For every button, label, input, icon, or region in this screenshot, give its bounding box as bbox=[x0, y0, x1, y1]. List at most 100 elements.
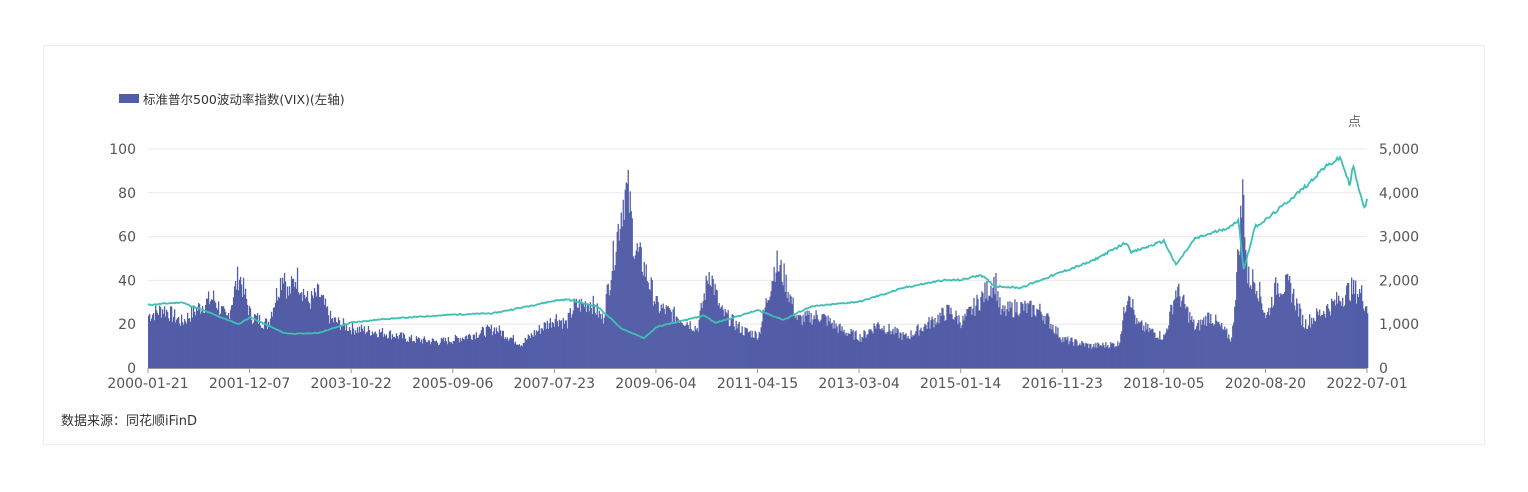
vix-bar bbox=[331, 318, 334, 368]
vix-bar bbox=[236, 266, 239, 368]
vix-bar bbox=[1050, 323, 1052, 368]
vix-bar bbox=[599, 313, 601, 368]
vix-bar bbox=[1073, 345, 1075, 368]
vix-bar bbox=[1177, 286, 1179, 368]
vix-bar bbox=[1012, 317, 1014, 368]
vix-bar bbox=[456, 337, 459, 368]
vix-bar bbox=[719, 308, 721, 368]
vix-bar bbox=[279, 278, 282, 368]
vix-bar bbox=[156, 313, 159, 368]
vix-bar bbox=[183, 319, 186, 368]
vix-bar bbox=[806, 310, 808, 368]
vix-bar bbox=[171, 321, 174, 368]
vix-bar bbox=[445, 341, 448, 368]
vix-bar bbox=[1319, 309, 1321, 368]
vix-bar bbox=[1061, 342, 1063, 368]
vix-bar bbox=[645, 264, 647, 368]
vix-bar bbox=[529, 337, 531, 368]
vix-bar bbox=[829, 317, 831, 368]
vix-bar bbox=[748, 332, 750, 368]
vix-bar bbox=[358, 326, 361, 368]
vix-bar bbox=[1009, 301, 1011, 368]
vix-bar bbox=[524, 337, 526, 368]
vix-bar bbox=[1185, 308, 1187, 368]
vix-bar bbox=[604, 315, 606, 368]
data-source-note: 数据来源：同花顺iFinD bbox=[61, 414, 198, 429]
legend-swatch-vix bbox=[119, 93, 139, 103]
vix-bar bbox=[1233, 322, 1235, 368]
vix-bar bbox=[1053, 332, 1055, 368]
vix-bar bbox=[761, 321, 763, 368]
vix-bar bbox=[1087, 343, 1089, 368]
vix-bar bbox=[566, 328, 568, 368]
vix-bar bbox=[1333, 301, 1335, 368]
vix-bar bbox=[269, 318, 272, 368]
vix-bar bbox=[476, 337, 479, 368]
vix-bar bbox=[695, 329, 697, 368]
vix-bar bbox=[1089, 343, 1091, 368]
vix-bar bbox=[298, 294, 301, 368]
vix-bar bbox=[788, 302, 790, 368]
vix-bar bbox=[996, 300, 998, 368]
vix-bar bbox=[325, 307, 328, 368]
vix-bar bbox=[646, 280, 648, 368]
vix-bar bbox=[300, 292, 303, 368]
legend[interactable]: 标准普尔500波动率指数(VIX)(左轴) bbox=[119, 90, 345, 107]
vix-bar bbox=[654, 303, 656, 368]
vix-bar bbox=[273, 307, 276, 368]
vix-bar bbox=[662, 303, 664, 368]
vix-bar bbox=[634, 255, 636, 368]
vix-bar bbox=[1321, 315, 1323, 368]
vix-bar bbox=[559, 321, 561, 368]
vix-bar bbox=[328, 323, 331, 368]
vix-bar bbox=[867, 334, 869, 368]
vix-bar bbox=[798, 315, 800, 368]
vix-bar bbox=[783, 263, 785, 368]
vix-bar bbox=[1135, 324, 1137, 368]
vix-bar bbox=[889, 330, 891, 368]
vix-bar bbox=[703, 293, 705, 368]
vix-bar bbox=[1297, 303, 1299, 368]
vix-bar bbox=[258, 314, 261, 368]
vix-bar bbox=[1130, 306, 1132, 368]
vix-bar bbox=[1127, 301, 1129, 368]
vix-bar bbox=[1182, 296, 1184, 368]
vix-bar bbox=[199, 313, 202, 368]
vix-bar bbox=[906, 338, 908, 368]
vix-bar bbox=[408, 336, 411, 368]
vix-bar bbox=[701, 308, 703, 368]
vix-bar bbox=[731, 314, 733, 368]
vix-bar bbox=[1258, 301, 1260, 368]
vix-bar bbox=[978, 310, 980, 368]
vix-bar bbox=[299, 293, 302, 368]
vix-bar bbox=[1140, 321, 1142, 368]
vix-bar bbox=[336, 323, 339, 368]
vix-bar bbox=[1238, 251, 1240, 368]
vix-bar bbox=[538, 325, 540, 368]
vix-bar bbox=[532, 336, 534, 368]
vix-bar bbox=[520, 345, 522, 368]
vix-bar bbox=[190, 306, 193, 368]
vix-bar bbox=[399, 332, 402, 368]
vix-bar bbox=[720, 307, 722, 368]
vix-bar bbox=[1291, 302, 1293, 368]
vix-bar bbox=[765, 298, 767, 368]
vix-bar bbox=[1193, 319, 1195, 368]
vix-bar bbox=[751, 330, 753, 368]
vix-bar bbox=[692, 330, 694, 368]
vix-bar bbox=[354, 330, 357, 368]
vix-bar bbox=[506, 337, 509, 368]
vix-bar bbox=[1347, 282, 1349, 368]
vix-bar bbox=[229, 309, 232, 368]
vix-bar bbox=[1235, 299, 1237, 368]
vix-bar bbox=[622, 199, 624, 368]
vix-bar bbox=[443, 341, 446, 368]
vix-bar bbox=[1179, 296, 1181, 368]
vix-bar bbox=[1015, 312, 1017, 368]
vix-bar bbox=[306, 291, 309, 368]
vix-bar bbox=[414, 342, 417, 368]
vix-bar bbox=[1043, 315, 1045, 368]
vix-bar bbox=[771, 281, 773, 368]
vix-bar bbox=[415, 336, 418, 368]
vix-bar bbox=[588, 311, 590, 368]
